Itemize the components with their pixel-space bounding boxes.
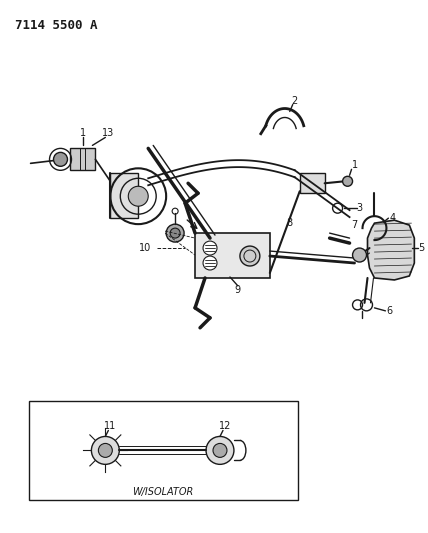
Circle shape xyxy=(98,443,112,457)
Text: 7114 5500 A: 7114 5500 A xyxy=(15,19,97,32)
Text: 7: 7 xyxy=(351,220,358,230)
Text: 11: 11 xyxy=(104,422,116,432)
Polygon shape xyxy=(300,173,325,193)
Polygon shape xyxy=(195,233,270,278)
Circle shape xyxy=(203,241,217,255)
Circle shape xyxy=(54,152,68,166)
Text: 1: 1 xyxy=(351,160,358,171)
Circle shape xyxy=(353,248,366,262)
Circle shape xyxy=(128,186,148,206)
Circle shape xyxy=(206,437,234,464)
Text: 9: 9 xyxy=(235,285,241,295)
Text: 6: 6 xyxy=(386,306,392,316)
Polygon shape xyxy=(110,173,138,218)
Polygon shape xyxy=(368,220,414,280)
Circle shape xyxy=(213,443,227,457)
Text: 10: 10 xyxy=(139,243,152,253)
Circle shape xyxy=(342,176,353,186)
Bar xyxy=(29,401,298,500)
Text: 1: 1 xyxy=(80,128,86,139)
Text: 3: 3 xyxy=(357,203,363,213)
Text: W/ISOLATOR: W/ISOLATOR xyxy=(133,487,194,497)
Text: 5: 5 xyxy=(418,243,425,253)
Polygon shape xyxy=(71,148,95,171)
Text: 13: 13 xyxy=(102,128,114,139)
Text: 8: 8 xyxy=(287,218,293,228)
Circle shape xyxy=(170,228,180,238)
Text: 12: 12 xyxy=(219,422,231,432)
Text: 2: 2 xyxy=(291,95,298,106)
Circle shape xyxy=(240,246,260,266)
Circle shape xyxy=(92,437,119,464)
Circle shape xyxy=(166,224,184,242)
Circle shape xyxy=(203,256,217,270)
Text: 4: 4 xyxy=(389,213,395,223)
